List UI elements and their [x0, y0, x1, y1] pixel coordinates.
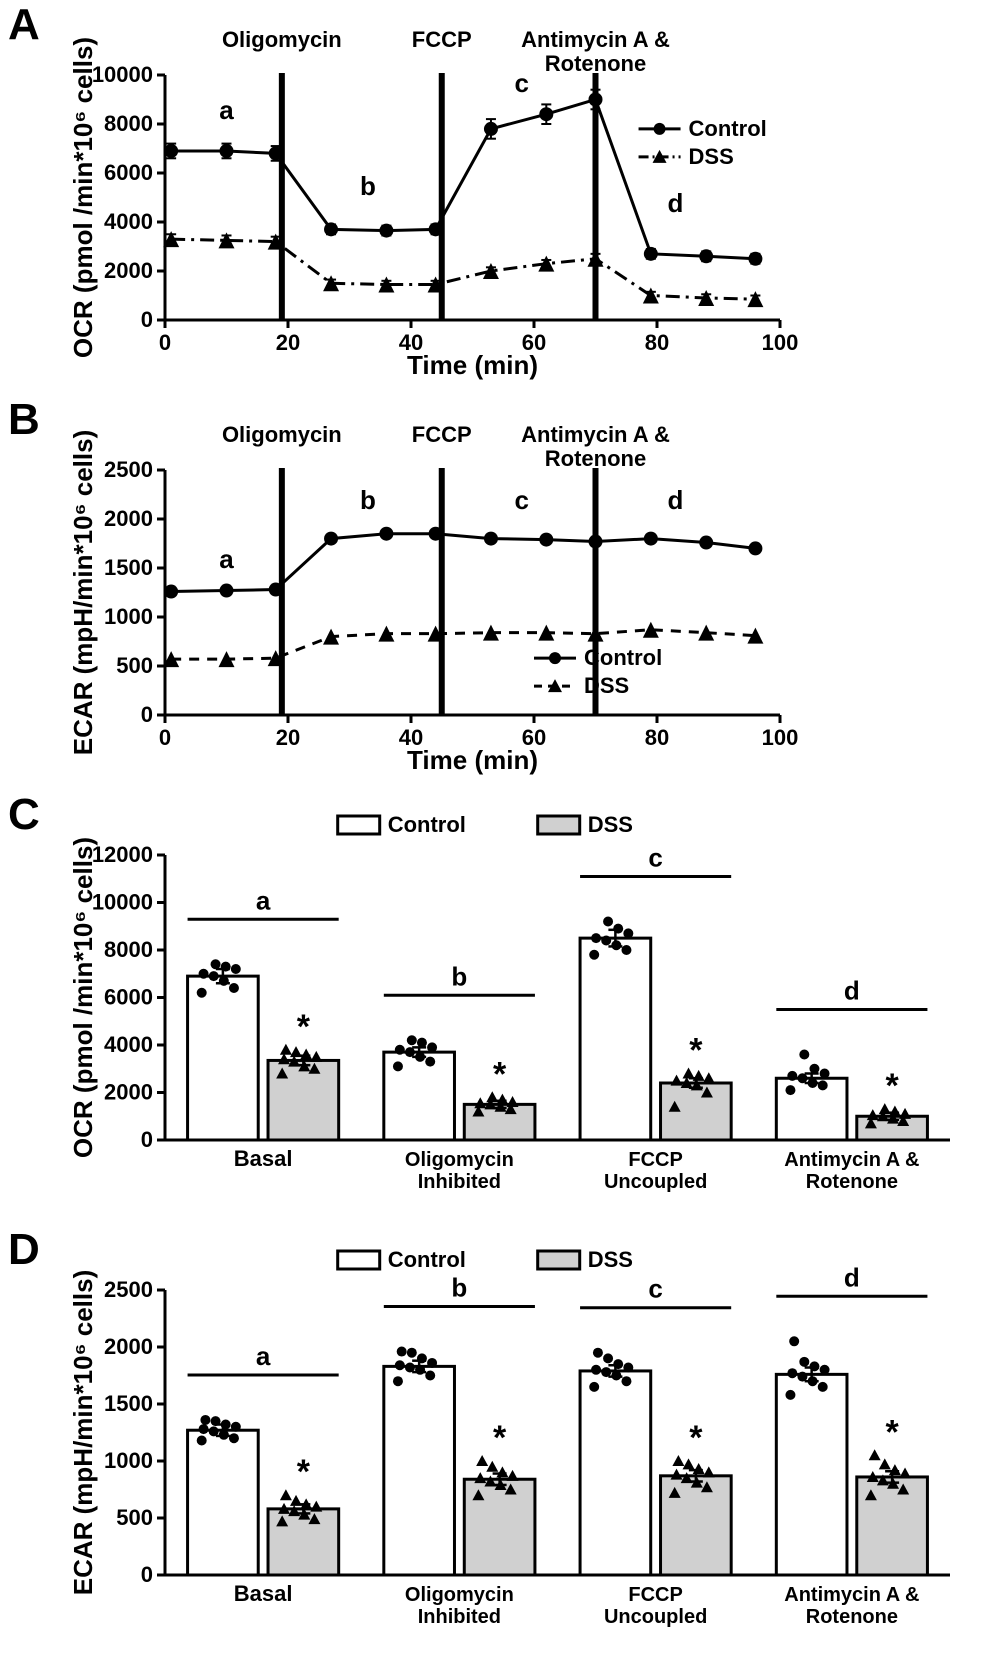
svg-text:20: 20: [276, 725, 300, 750]
svg-text:0: 0: [141, 1562, 153, 1587]
svg-text:FCCP: FCCP: [412, 422, 472, 447]
svg-text:OligomycinInhibited: OligomycinInhibited: [405, 1149, 514, 1193]
panel-label-B: B: [8, 395, 40, 445]
bar-chart-C: 0 2000 4000 6000 8000 10000 12000OCR (pmol /mi…: [70, 810, 970, 1210]
svg-text:10000: 10000: [92, 890, 153, 915]
svg-text:a: a: [256, 1341, 271, 1371]
svg-text:Control: Control: [388, 1247, 466, 1272]
svg-text:Oligomycin: Oligomycin: [222, 422, 342, 447]
svg-text:0: 0: [141, 307, 153, 332]
svg-text:80: 80: [645, 330, 669, 355]
svg-text:DSS: DSS: [689, 144, 734, 169]
svg-text:4000: 4000: [104, 209, 153, 234]
svg-text:Antimycin A &Rotenone: Antimycin A &Rotenone: [521, 27, 670, 76]
svg-text:FCCPUncoupled: FCCPUncoupled: [604, 1584, 707, 1628]
svg-text:*: *: [885, 1413, 899, 1451]
svg-text:c: c: [514, 485, 528, 515]
svg-text:Control: Control: [388, 812, 466, 837]
svg-text:6000: 6000: [104, 160, 153, 185]
svg-text:d: d: [668, 485, 684, 515]
svg-text:*: *: [885, 1067, 899, 1105]
svg-text:Control: Control: [584, 645, 662, 670]
svg-text:FCCPUncoupled: FCCPUncoupled: [604, 1149, 707, 1193]
svg-text:Basal: Basal: [234, 1581, 293, 1606]
svg-text:DSS: DSS: [584, 673, 629, 698]
svg-text:1000: 1000: [104, 1448, 153, 1473]
svg-text:b: b: [451, 961, 467, 991]
bar-chart-D: 0 500 1000 1500 2000 2500ECAR (mpH/min*10⁶ ce…: [70, 1245, 970, 1645]
svg-text:6000: 6000: [104, 985, 153, 1010]
panel-label-D: D: [8, 1225, 40, 1275]
svg-text:ECAR (mpH/min*10⁶ cells): ECAR (mpH/min*10⁶ cells): [70, 1270, 98, 1596]
svg-text:a: a: [219, 95, 234, 125]
line-chart-B: 05001000150020002500020406080100Time (mi…: [70, 415, 970, 775]
svg-text:2000: 2000: [104, 506, 153, 531]
svg-text:0: 0: [159, 330, 171, 355]
svg-text:Basal: Basal: [234, 1146, 293, 1171]
svg-text:*: *: [689, 1419, 703, 1457]
svg-text:80: 80: [645, 725, 669, 750]
svg-text:OligomycinInhibited: OligomycinInhibited: [405, 1584, 514, 1628]
figure-root: { "panelA": { "label":"A", "type":"line"…: [0, 0, 1003, 1668]
panel-label-C: C: [8, 790, 40, 840]
svg-text:OCR (pmol /min*10⁶ cells): OCR (pmol /min*10⁶ cells): [70, 37, 98, 358]
svg-text:12000: 12000: [92, 842, 153, 867]
svg-text:*: *: [493, 1419, 507, 1457]
svg-text:2000: 2000: [104, 1334, 153, 1359]
svg-text:Time (min): Time (min): [407, 745, 538, 775]
svg-text:d: d: [668, 188, 684, 218]
svg-text:Antimycin A &Rotenone: Antimycin A &Rotenone: [784, 1149, 919, 1193]
svg-text:100: 100: [762, 330, 799, 355]
svg-text:b: b: [360, 171, 376, 201]
svg-text:8000: 8000: [104, 111, 153, 136]
svg-text:ECAR (mpH/min*10⁶ cells): ECAR (mpH/min*10⁶ cells): [70, 430, 98, 756]
svg-text:20: 20: [276, 330, 300, 355]
svg-text:FCCP: FCCP: [412, 27, 472, 52]
panel-label-A: A: [8, 0, 40, 50]
svg-text:1500: 1500: [104, 555, 153, 580]
svg-text:1000: 1000: [104, 604, 153, 629]
svg-text:Oligomycin: Oligomycin: [222, 27, 342, 52]
svg-text:500: 500: [116, 653, 153, 678]
svg-text:a: a: [256, 885, 271, 915]
svg-text:10000: 10000: [92, 62, 153, 87]
chart-panel-B: 05001000150020002500020406080100Time (mi…: [70, 415, 970, 775]
svg-text:2000: 2000: [104, 258, 153, 283]
svg-text:OCR (pmol /min*10⁶ cells): OCR (pmol /min*10⁶ cells): [70, 837, 98, 1158]
svg-text:0: 0: [141, 1127, 153, 1152]
svg-text:*: *: [297, 1008, 311, 1046]
chart-panel-D: 0 500 1000 1500 2000 2500ECAR (mpH/min*10⁶ ce…: [70, 1245, 970, 1645]
svg-text:*: *: [493, 1055, 507, 1093]
svg-text:c: c: [514, 68, 528, 98]
svg-text:DSS: DSS: [588, 812, 633, 837]
svg-text:4000: 4000: [104, 1032, 153, 1057]
svg-text:DSS: DSS: [588, 1247, 633, 1272]
svg-text:2500: 2500: [104, 457, 153, 482]
svg-text:c: c: [648, 1274, 662, 1304]
svg-text:500: 500: [116, 1505, 153, 1530]
svg-text:c: c: [648, 843, 662, 873]
svg-text:2000: 2000: [104, 1080, 153, 1105]
svg-text:Antimycin A &Rotenone: Antimycin A &Rotenone: [521, 422, 670, 471]
svg-text:2500: 2500: [104, 1277, 153, 1302]
svg-text:0: 0: [159, 725, 171, 750]
line-chart-A: 0200040006000800010000020406080100Time (…: [70, 20, 970, 380]
chart-panel-A: 0200040006000800010000020406080100Time (…: [70, 20, 970, 380]
svg-text:a: a: [219, 544, 234, 574]
svg-text:*: *: [297, 1453, 311, 1491]
svg-text:1500: 1500: [104, 1391, 153, 1416]
svg-text:Antimycin A &Rotenone: Antimycin A &Rotenone: [784, 1584, 919, 1628]
svg-text:Time (min): Time (min): [407, 350, 538, 380]
svg-text:*: *: [689, 1032, 703, 1070]
svg-text:100: 100: [762, 725, 799, 750]
chart-panel-C: 0 2000 4000 6000 8000 10000 12000OCR (pmol /mi…: [70, 810, 970, 1210]
svg-text:b: b: [451, 1273, 467, 1303]
svg-text:d: d: [844, 1262, 860, 1292]
svg-text:d: d: [844, 976, 860, 1006]
svg-text:b: b: [360, 485, 376, 515]
svg-text:Control: Control: [689, 116, 767, 141]
svg-text:0: 0: [141, 702, 153, 727]
svg-text:8000: 8000: [104, 937, 153, 962]
